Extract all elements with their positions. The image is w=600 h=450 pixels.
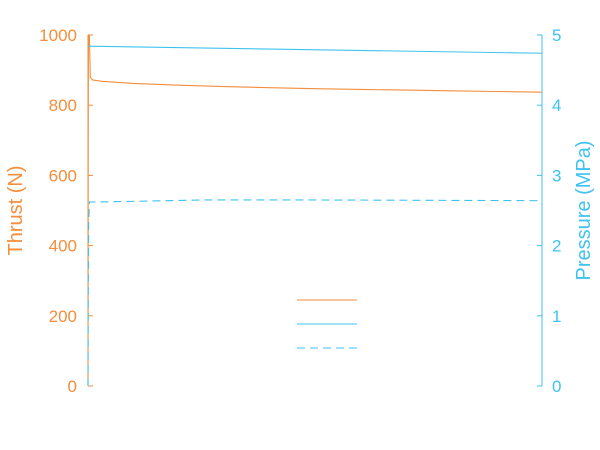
left-tick-label: 1000 [39, 26, 77, 45]
right-axis-label: Pressure (MPa) [573, 140, 595, 280]
plot-series [87, 34, 543, 387]
right-tick-label: 4 [552, 96, 561, 115]
right-tick-label: 1 [552, 307, 561, 326]
right-tick-label: 0 [552, 377, 561, 396]
series-line-3 [87, 199, 543, 387]
legend [297, 299, 357, 349]
right-tick-label: 5 [552, 26, 561, 45]
axes: 0 200 400 600 800 1000 0 1 2 3 4 5 [39, 26, 561, 396]
left-tick-label: 800 [49, 96, 77, 115]
series-line-1 [87, 34, 543, 387]
right-tick-label: 2 [552, 237, 561, 256]
left-tick-label: 600 [49, 166, 77, 185]
right-tick-label: 3 [552, 166, 561, 185]
series-line-2 [87, 45, 543, 54]
left-tick-label: 0 [68, 377, 77, 396]
left-axis-label: Thrust (N) [5, 166, 27, 256]
left-tick-label: 200 [49, 307, 77, 326]
left-tick-label: 400 [49, 237, 77, 256]
